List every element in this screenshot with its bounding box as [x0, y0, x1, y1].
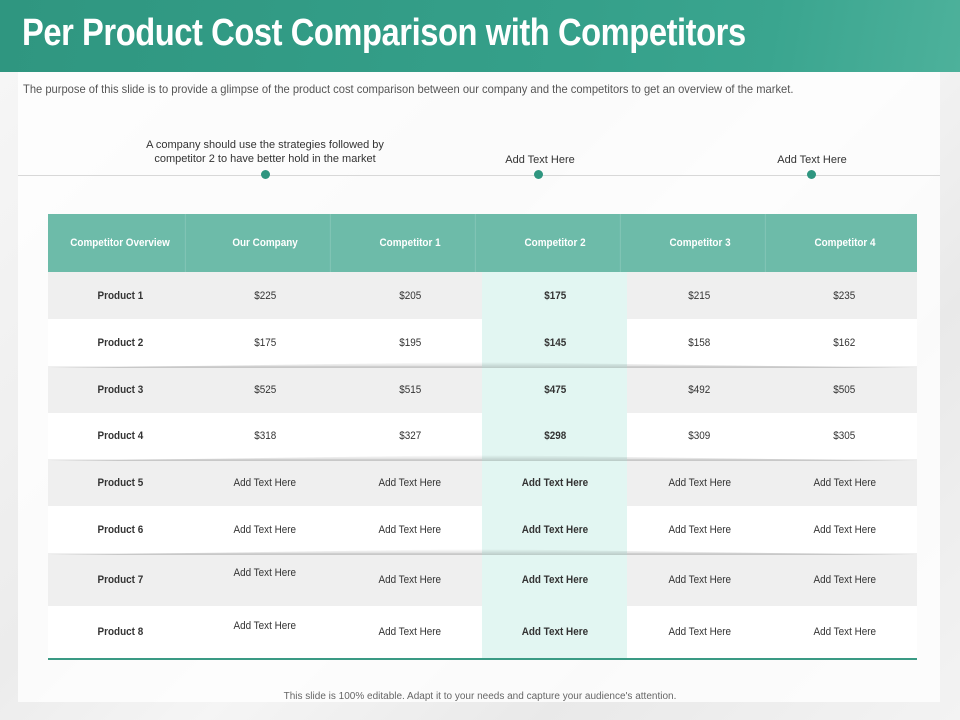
row-label: Product 2	[97, 336, 144, 349]
header-our-company: Our Company	[200, 214, 331, 272]
row-label: Product 7	[97, 573, 144, 586]
cost-comparison-table: Competitor Overview Our Company Competit…	[48, 214, 917, 660]
timeline-dot	[807, 170, 816, 179]
header-competitor-3: Competitor 3	[635, 214, 766, 272]
table-cell: Add Text Here	[668, 626, 732, 638]
table-cell: Add Text Here	[668, 523, 732, 536]
table-cell: $305	[833, 430, 856, 442]
table-row: Product 2 $175 $195 $145 $158 $162	[48, 319, 917, 366]
timeline-dot	[534, 170, 543, 179]
row-label: Product 8	[97, 626, 144, 638]
table-cell: $318	[254, 430, 277, 442]
slide-description: The purpose of this slide is to provide …	[23, 82, 794, 96]
row-label: Product 5	[97, 476, 144, 489]
table-cell: Add Text Here	[378, 573, 442, 586]
footer-note: This slide is 100% editable. Adapt it to…	[283, 691, 677, 702]
table-cell: Add Text Here	[233, 476, 297, 489]
row-label: Product 6	[97, 523, 144, 536]
table-cell: $175	[254, 336, 277, 349]
highlighted-cell: Add Text Here	[482, 506, 628, 553]
table-cell: $195	[399, 336, 422, 349]
table-cell: $505	[833, 383, 856, 396]
table-cell: $492	[688, 383, 711, 396]
timeline-line	[18, 175, 940, 176]
table-cell: Add Text Here	[813, 476, 876, 489]
row-label: Product 4	[97, 430, 144, 442]
table-cell: $158	[688, 336, 711, 349]
table-row: Product 4 $318 $327 $298 $309 $305	[48, 413, 917, 459]
timeline-dot	[261, 170, 270, 179]
page-title: Per Product Cost Comparison with Competi…	[22, 12, 746, 54]
highlighted-cell: $298	[482, 413, 628, 459]
highlighted-cell: Add Text Here	[482, 606, 628, 658]
table-cell: Add Text Here	[668, 573, 732, 586]
table-row: Product 1 $225 $205 $175 $215 $235	[48, 272, 917, 319]
highlighted-cell: $475	[482, 366, 628, 413]
table-row: Product 6 Add Text Here Add Text Here Ad…	[48, 506, 917, 553]
table-cell: Add Text Here	[378, 476, 442, 489]
table-cell: $235	[833, 289, 856, 302]
highlighted-cell: Add Text Here	[482, 459, 628, 506]
table-cell: $162	[833, 336, 856, 349]
table-cell: Add Text Here	[233, 620, 297, 632]
table-cell: $215	[688, 289, 711, 302]
table-row: Product 3 $525 $515 $475 $492 $505	[48, 366, 917, 413]
callout-note-3: Add Text Here	[777, 154, 847, 166]
callout-note-competitor-2: A company should use the strategies foll…	[146, 139, 384, 165]
table-cell: Add Text Here	[668, 476, 732, 489]
row-label: Product 1	[97, 289, 144, 302]
table-cell: Add Text Here	[813, 523, 876, 536]
header-competitor-2: Competitor 2	[490, 214, 621, 272]
header-competitor-4: Competitor 4	[814, 237, 876, 249]
table-row: Product 5 Add Text Here Add Text Here Ad…	[48, 459, 917, 506]
table-cell: $525	[254, 383, 277, 396]
callout-note-2: Add Text Here	[505, 154, 575, 166]
table-row: Product 7 Add Text Here Add Text Here Ad…	[48, 553, 917, 606]
table-row: Product 8 Add Text Here Add Text Here Ad…	[48, 606, 917, 658]
table-cell: Add Text Here	[233, 567, 297, 579]
table-cell: $309	[688, 430, 711, 442]
table-cell: Add Text Here	[813, 573, 876, 586]
table-cell: $225	[254, 289, 277, 302]
table-cell: $205	[399, 289, 422, 302]
row-label: Product 3	[97, 383, 144, 396]
highlighted-cell: $175	[482, 272, 628, 319]
table-cell: $515	[399, 383, 422, 396]
table-bottom-rule	[48, 658, 917, 660]
table-cell: $327	[399, 430, 422, 442]
table-cell: Add Text Here	[233, 523, 297, 536]
table-cell: Add Text Here	[378, 626, 442, 638]
header-competitor-1: Competitor 1	[345, 214, 476, 272]
table-cell: Add Text Here	[378, 523, 442, 536]
header-competitor-overview: Competitor Overview	[55, 214, 186, 272]
table-header-row: Competitor Overview Our Company Competit…	[48, 214, 917, 272]
title-banner: Per Product Cost Comparison with Competi…	[0, 0, 960, 72]
table-cell: Add Text Here	[813, 626, 876, 638]
highlighted-cell: $145	[482, 319, 628, 366]
highlighted-cell: Add Text Here	[482, 553, 628, 606]
